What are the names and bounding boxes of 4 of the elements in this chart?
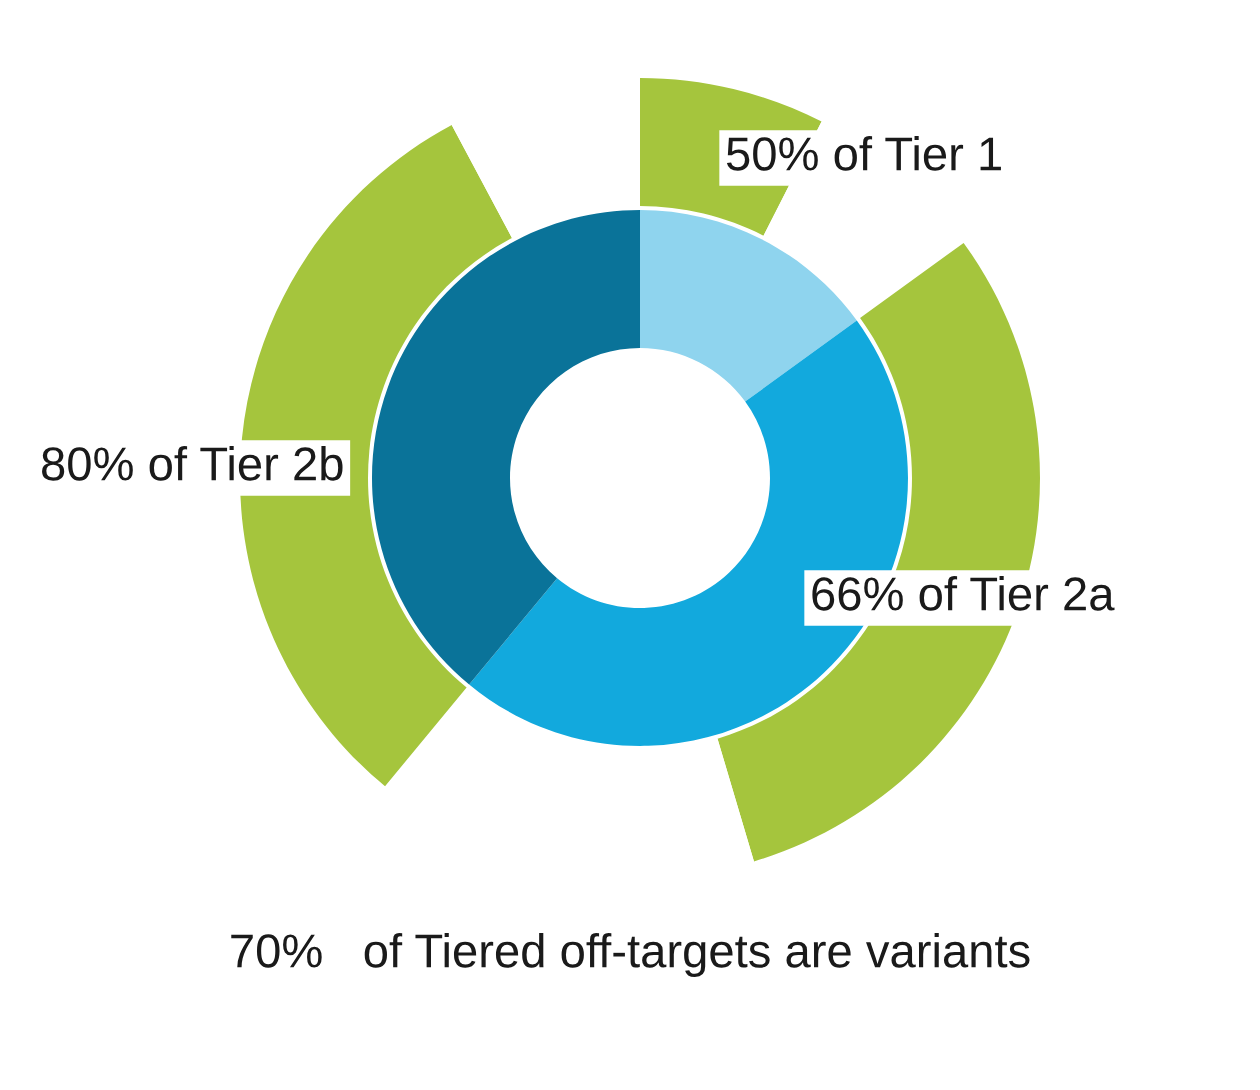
text: 80% of Tier 2b xyxy=(42,445,343,481)
text: 66% of Tier 2a xyxy=(812,575,1115,611)
text: 70% of Tiered off-targets are variants xyxy=(231,932,1030,978)
text: 50% of Tier 1 xyxy=(726,135,1001,171)
